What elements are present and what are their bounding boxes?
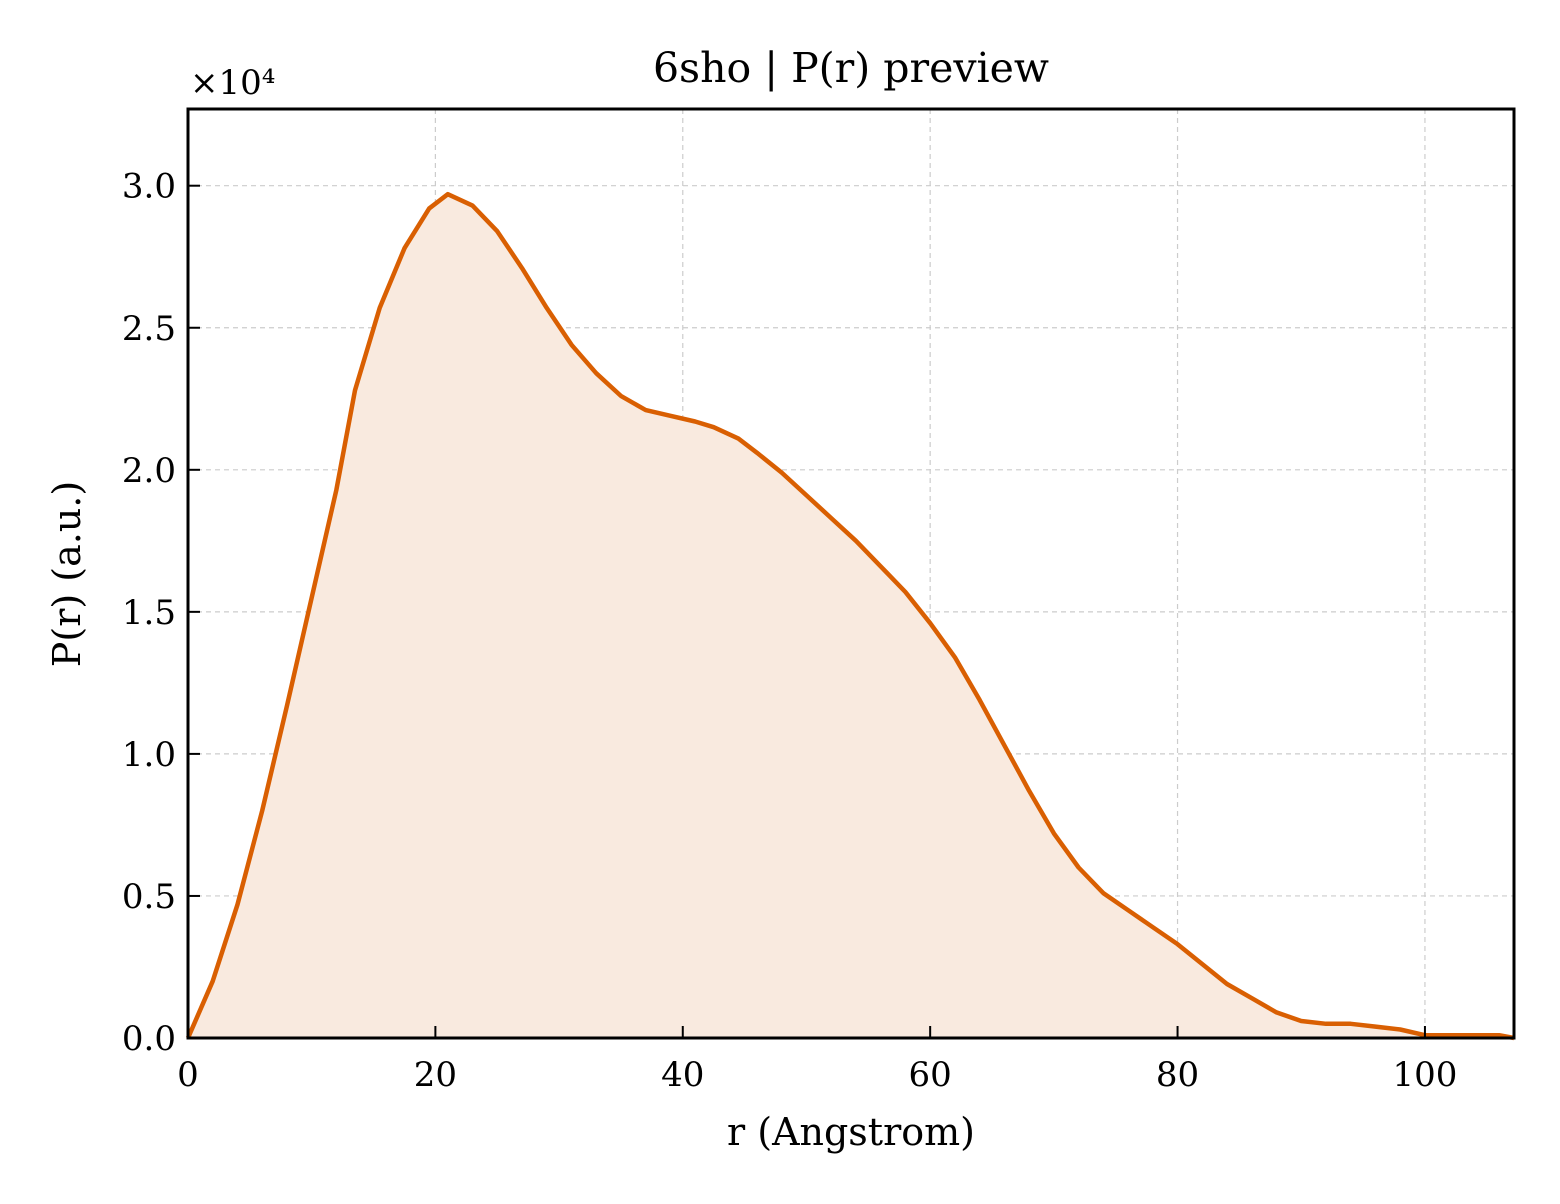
y-axis-label: P(r) (a.u.) [45,481,89,667]
pr-series-line [185,191,1515,1041]
x-tick-label: 80 [1156,1055,1199,1095]
y-tick-label: 2.0 [122,451,176,491]
chart-title: 6sho | P(r) preview [653,44,1049,92]
axis-ticks: 0 20 40 60 80 100 0.0 0.5 1.0 1.5 2.0 2.5 3.0 [122,167,1457,1095]
y-tick-label: 3.0 [122,167,176,207]
x-tick-label: 20 [414,1055,457,1095]
y-tick-label: 1.5 [122,593,176,633]
x-tick-label: 60 [909,1055,952,1095]
y-tick-label: 0.0 [122,1019,176,1059]
plot-frame [186,107,1516,1040]
x-tick-label: 100 [1392,1055,1457,1095]
y-tick-label: 2.5 [122,309,176,349]
x-axis-label: r (Angstrom) [727,1110,975,1154]
y-tick-label: 1.0 [122,735,176,775]
y-axis-multiplier: ×10⁴ [190,63,275,103]
x-tick-label: 0 [177,1055,199,1095]
y-tick-label: 0.5 [122,877,176,917]
x-tick-label: 40 [661,1055,704,1095]
pr-area-fill [188,194,1514,1038]
